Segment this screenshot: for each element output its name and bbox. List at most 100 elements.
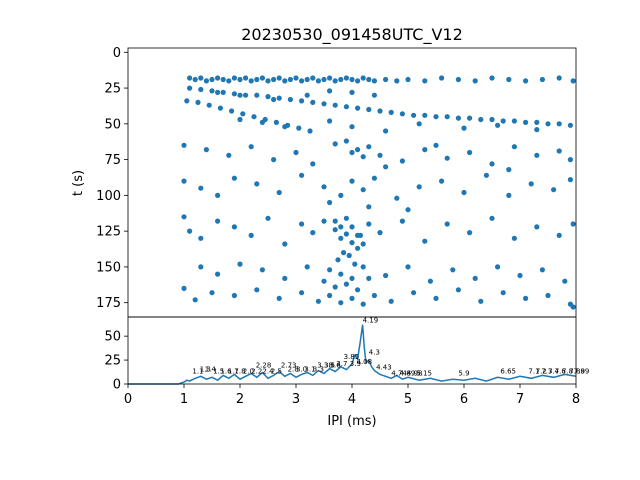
scatter-point (472, 78, 478, 84)
scatter-point (371, 92, 377, 98)
scatter-point (254, 76, 260, 83)
scatter-point (282, 78, 288, 84)
scatter-point (237, 116, 243, 123)
scatter-point (237, 76, 243, 83)
y-tick-label: 0 (113, 378, 121, 393)
peak-label: 1.1 (192, 367, 203, 375)
scatter-point (181, 178, 187, 184)
x-tick-label: 0 (124, 392, 132, 407)
scatter-point (427, 278, 433, 284)
scatter-point (349, 124, 355, 130)
scatter-point (366, 204, 372, 210)
scatter-point (366, 144, 372, 150)
scatter-point (570, 221, 576, 227)
peak-label: 3.5 (324, 362, 335, 370)
x-tick-label: 1 (180, 392, 188, 407)
scatter-point (511, 118, 517, 124)
y-tick-label: 25 (104, 354, 121, 369)
scatter-point (332, 284, 338, 290)
scatter-point (327, 88, 333, 94)
scatter-point (229, 108, 235, 114)
scatter-point (335, 257, 341, 263)
scatter-point (251, 114, 257, 120)
scatter-point (366, 275, 372, 281)
peak-label: 2.5 (271, 367, 282, 375)
scatter-point (433, 295, 439, 301)
scatter-point (433, 114, 439, 120)
y-tick-label: 150 (96, 260, 121, 275)
scatter-point (237, 92, 243, 98)
scatter-point (349, 76, 355, 83)
scatter-point (567, 177, 574, 183)
scatter-point (355, 78, 361, 84)
scatter-point (355, 147, 361, 153)
scatter-point (422, 112, 428, 118)
histogram-x-ticks: 0 1 2 3 4 5 6 7 8 (124, 384, 580, 407)
scatter-point (355, 245, 361, 251)
scatter-point (343, 138, 349, 144)
scatter-point (523, 295, 529, 301)
scatter-point (327, 292, 333, 299)
scatter-point (371, 175, 377, 181)
scatter-point (455, 115, 461, 121)
scatter-point (439, 178, 445, 184)
scatter-point (273, 119, 279, 125)
peak-label: 1.8 (234, 367, 245, 375)
scatter-point (215, 75, 221, 81)
scatter-point (570, 78, 576, 84)
scatter-point (366, 221, 372, 227)
scatter-point (299, 78, 305, 84)
x-tick-label: 3 (292, 392, 300, 407)
scatter-point (349, 275, 355, 281)
scatter-point (360, 241, 366, 247)
peak-label: 7.6 (555, 367, 567, 375)
scatter-point (371, 292, 377, 299)
scatter-point (366, 76, 372, 83)
scatter-point (433, 142, 439, 148)
scatter-point (467, 230, 473, 236)
x-tick-label: 2 (236, 392, 244, 407)
scatter-point (231, 224, 237, 230)
scatter-y-axis-label: t (s) (71, 170, 86, 196)
scatter-point (181, 214, 187, 220)
scatter-point (478, 116, 484, 123)
scatter-point (411, 290, 417, 296)
scatter-point (215, 192, 221, 198)
scatter-point (198, 75, 204, 81)
scatter-point (276, 189, 282, 196)
scatter-point (489, 215, 495, 221)
peak-annotations: 1.11.31.41.51.61.71.82.02.22.282.42.52.7… (192, 317, 589, 378)
scatter-point (500, 118, 506, 124)
scatter-point (209, 290, 215, 296)
scatter-point (299, 221, 305, 227)
scatter-point (332, 102, 338, 108)
scatter-point (455, 76, 461, 83)
peak-label: 7.3 (541, 367, 552, 375)
peak-label: 4.08 (357, 358, 373, 366)
scatter-point (282, 124, 288, 130)
scatter-point (265, 78, 271, 84)
scatter-point (187, 85, 193, 91)
scatter-point (506, 192, 512, 198)
scatter-point (327, 118, 333, 124)
y-tick-label: 50 (104, 117, 121, 132)
scatter-point (383, 128, 389, 134)
chart-title: 20230530_091458UTC_V12 (241, 25, 463, 45)
peak-label: 1.4 (205, 366, 217, 374)
scatter-point (495, 122, 501, 128)
scatter-point (539, 76, 546, 83)
scatter-point (506, 167, 512, 173)
scatter-point (209, 88, 215, 94)
scatter-point (511, 235, 517, 241)
scatter-point (310, 230, 316, 236)
scatter-point (343, 75, 349, 81)
scatter-point (360, 75, 366, 81)
scatter-point (349, 240, 355, 246)
scatter-point (341, 250, 347, 256)
scatter-point (489, 161, 495, 167)
y-tick-label: 75 (104, 153, 121, 168)
scatter-point (265, 94, 271, 100)
peak-label: 7.99 (574, 367, 590, 375)
histogram-line-group (128, 324, 577, 385)
